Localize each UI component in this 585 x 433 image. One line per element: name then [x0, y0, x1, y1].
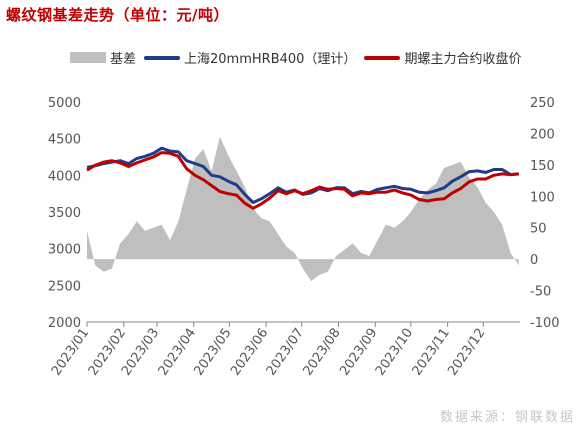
legend-label-futures: 期螺主力合约收盘价	[404, 52, 522, 67]
price-lines-layer	[86, 146, 519, 210]
legend-label-basis: 基差	[110, 52, 137, 67]
legend-item-basis: 基差	[70, 48, 136, 67]
y-left-tick-label: 3500	[48, 206, 81, 221]
legend: 基差 上海20mmHRB400（理计） 期螺主力合约收盘价	[70, 48, 521, 67]
y-left-tick-label: 5000	[48, 96, 81, 111]
legend-swatch-futures	[364, 55, 401, 60]
y-right-tick-label: -50	[530, 285, 551, 300]
y-right-tick-label: 0	[530, 253, 538, 268]
basis-area	[87, 136, 519, 282]
legend-label-spot: 上海20mmHRB400（理计）	[184, 52, 357, 67]
basis-area-layer	[87, 136, 519, 282]
y-left-tick-label: 2000	[48, 316, 81, 331]
data-source: 数据来源：钢联数据	[439, 410, 575, 425]
legend-swatch-basis	[70, 52, 106, 63]
futures-price-line	[86, 151, 519, 210]
y-left-tick-label: 4500	[48, 133, 81, 148]
y-left-tick-label: 2500	[48, 279, 81, 294]
legend-item-futures: 期螺主力合约收盘价	[364, 48, 521, 67]
y-left-tick-label: 4000	[48, 169, 81, 184]
chart-title: 螺纹钢基差走势（单位：元/吨）	[6, 6, 229, 24]
y-right-tick-label: 150	[530, 159, 555, 174]
y-right-tick-label: 50	[530, 222, 547, 237]
legend-item-spot: 上海20mmHRB400（理计）	[144, 48, 356, 67]
legend-swatch-spot	[144, 55, 181, 60]
y-right-tick-label: 100	[530, 190, 555, 205]
y-left-tick-label: 3000	[48, 243, 81, 258]
y-right-tick-label: 250	[530, 96, 555, 111]
y-right-tick-label: 200	[530, 127, 555, 142]
y-right-tick-label: -100	[530, 316, 560, 331]
